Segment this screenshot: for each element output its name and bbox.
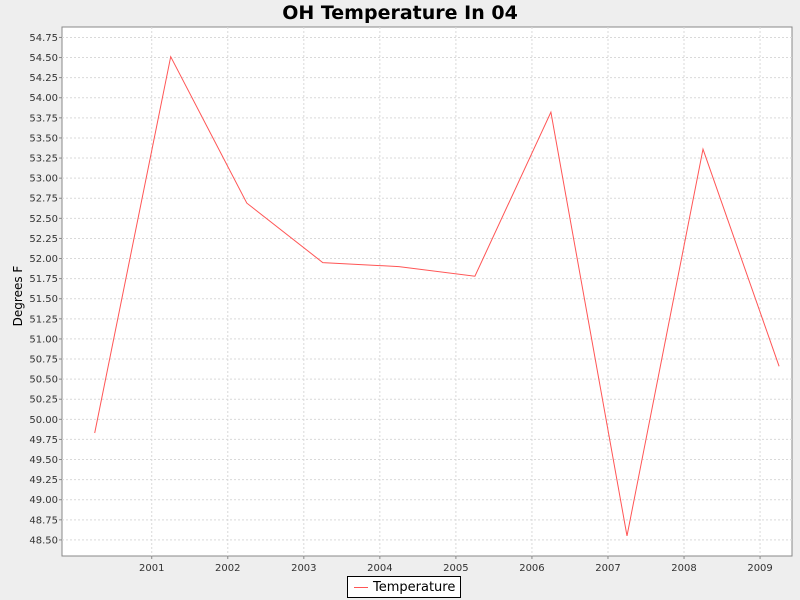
y-tick-label: 48.75 [29, 515, 58, 526]
data-point [246, 202, 248, 204]
y-tick-label: 51.25 [29, 314, 58, 325]
y-axis-ticks: 48.50 48.75 49.00 49.25 49.50 49.75 50.00 50.25… [29, 33, 62, 546]
x-tick-label: 2001 [139, 563, 164, 574]
data-point [94, 432, 96, 434]
y-tick-label: 53.75 [29, 113, 58, 124]
series-layer [94, 55, 780, 537]
y-tick-label: 48.50 [29, 535, 58, 546]
data-point [474, 275, 476, 277]
legend-swatch-temperature [354, 586, 368, 588]
y-tick-label: 49.50 [29, 455, 58, 466]
x-tick-label: 2005 [443, 563, 468, 574]
chart-title: OH Temperature In 04 [282, 2, 518, 24]
y-tick-label: 51.00 [29, 334, 58, 345]
y-tick-label: 53.50 [29, 133, 58, 144]
data-point [398, 266, 400, 268]
data-point [626, 535, 628, 537]
y-tick-label: 52.25 [29, 234, 58, 245]
y-tick-label: 53.25 [29, 154, 58, 165]
y-tick-label: 49.75 [29, 435, 58, 446]
data-point [778, 365, 780, 367]
x-tick-label: 2004 [367, 563, 392, 574]
y-tick-label: 51.75 [29, 274, 58, 285]
x-tick-label: 2006 [519, 563, 544, 574]
y-tick-label: 50.75 [29, 355, 58, 366]
y-tick-label: 52.00 [29, 254, 58, 265]
x-tick-label: 2002 [215, 563, 240, 574]
plot-area [61, 26, 793, 557]
y-tick-label: 53.00 [29, 174, 58, 185]
data-point [702, 148, 704, 150]
y-tick-label: 52.50 [29, 214, 58, 225]
x-tick-label: 2008 [671, 563, 696, 574]
y-tick-label: 54.50 [29, 53, 58, 64]
x-axis-ticks: 2001 2002 2003 2004 2005 2006 2007 2008 2009 [139, 556, 773, 574]
y-tick-label: 54.75 [29, 33, 58, 44]
y-tick-label: 50.00 [29, 415, 58, 426]
y-axis-label: Degrees F [11, 266, 25, 327]
data-point [550, 111, 552, 113]
y-tick-label: 50.50 [29, 375, 58, 386]
y-tick-label: 54.00 [29, 93, 58, 104]
y-tick-label: 51.50 [29, 294, 58, 305]
y-tick-label: 50.25 [29, 395, 58, 406]
x-tick-label: 2009 [747, 563, 772, 574]
series-line-temperature [94, 55, 780, 536]
x-tick-label: 2003 [291, 563, 316, 574]
y-tick-label: 52.75 [29, 194, 58, 205]
data-point [322, 262, 324, 264]
data-point [170, 56, 172, 58]
legend-label-temperature: Temperature [373, 579, 456, 595]
grid-lines [62, 27, 792, 556]
y-tick-label: 49.25 [29, 475, 58, 486]
legend: Temperature [347, 576, 462, 598]
y-tick-label: 54.25 [29, 73, 58, 84]
x-tick-label: 2007 [595, 563, 620, 574]
y-tick-label: 49.00 [29, 495, 58, 506]
